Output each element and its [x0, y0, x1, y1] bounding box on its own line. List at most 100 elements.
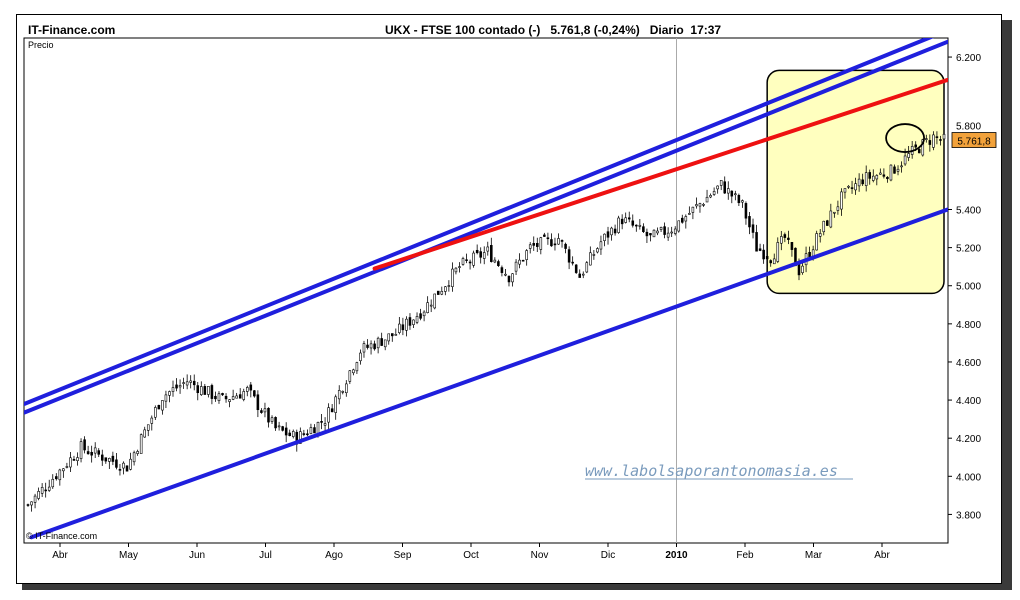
candle — [730, 190, 734, 204]
candle-body — [228, 399, 231, 402]
candle-body — [387, 333, 391, 342]
candle-body — [129, 458, 132, 470]
x-tick-label: Dic — [601, 550, 615, 561]
candle-body — [698, 203, 702, 207]
candle-body — [666, 232, 670, 238]
candle-body — [712, 191, 716, 195]
candle — [426, 296, 429, 314]
candle-body — [291, 431, 295, 437]
candle-body — [613, 228, 617, 234]
candle — [599, 235, 603, 255]
candle — [115, 452, 118, 470]
candle — [893, 164, 896, 174]
candle-body — [635, 224, 638, 227]
candle — [843, 188, 847, 199]
candle-body — [182, 382, 185, 384]
candle — [691, 206, 695, 220]
candle-body — [132, 452, 136, 463]
candle-body — [730, 190, 734, 197]
candle — [829, 203, 833, 229]
candle — [571, 256, 574, 266]
candle — [345, 380, 348, 397]
candle-body — [334, 396, 337, 413]
candle-body — [398, 323, 401, 333]
candle — [306, 429, 309, 437]
candle-body — [546, 237, 550, 240]
x-tick-label: Feb — [736, 550, 754, 561]
candle-body — [146, 424, 150, 431]
candle — [822, 220, 826, 236]
panel-label: Precio — [28, 40, 54, 50]
candle-body — [405, 318, 408, 331]
candle-body — [320, 421, 323, 423]
candle — [111, 451, 115, 466]
candle — [245, 385, 249, 397]
candle-body — [571, 261, 574, 264]
candle — [65, 462, 69, 469]
candle — [422, 310, 426, 322]
candle-body — [263, 408, 267, 413]
candle — [698, 202, 702, 213]
candle-body — [419, 313, 422, 319]
candle — [507, 275, 511, 287]
candle-body — [702, 204, 705, 206]
candle — [253, 389, 256, 398]
y-tick-label: 4.600 — [956, 358, 981, 369]
x-tick-label: Jun — [189, 550, 205, 561]
candle — [231, 389, 235, 401]
candle — [772, 253, 776, 265]
candle — [55, 473, 58, 481]
candle-body — [104, 457, 108, 462]
candle-body — [154, 407, 157, 418]
candle — [86, 445, 90, 455]
candle — [482, 246, 486, 265]
candle-body — [108, 458, 111, 462]
candle — [122, 461, 125, 475]
candle-body — [762, 249, 765, 260]
candle-body — [642, 226, 645, 232]
candle — [493, 257, 497, 264]
x-tick-label: 2010 — [665, 550, 688, 561]
candle-body — [97, 450, 101, 455]
candle — [125, 465, 129, 472]
candle-body — [829, 210, 833, 228]
candle-body — [677, 220, 681, 232]
blue-trendline — [24, 39, 948, 415]
candle-body — [461, 258, 465, 265]
candle — [917, 147, 921, 154]
candle-body — [178, 385, 182, 388]
candle — [284, 422, 288, 443]
candle — [235, 392, 238, 399]
candle — [606, 226, 610, 245]
candle — [355, 361, 359, 374]
x-tick-label: Oct — [463, 550, 479, 561]
candle — [631, 214, 635, 228]
candle-body — [433, 293, 436, 309]
x-tick-label: Nov — [531, 550, 549, 561]
plot-inner — [24, 38, 948, 540]
candle-body — [864, 172, 868, 186]
candle-body — [758, 248, 762, 251]
candle-body — [401, 324, 405, 331]
candle — [189, 375, 192, 389]
blue-trendline — [24, 38, 935, 406]
candle-body — [673, 228, 677, 234]
candle — [613, 224, 617, 236]
candle-body — [465, 259, 468, 261]
candle — [433, 293, 436, 310]
candle — [539, 236, 543, 255]
candle — [104, 457, 108, 464]
candle — [391, 333, 394, 342]
candle-body — [238, 394, 242, 399]
candle — [659, 226, 663, 232]
candle-body — [493, 259, 497, 263]
candle-body — [30, 501, 33, 506]
watermark-link[interactable]: www.labolsaporantonomasia.es — [585, 462, 838, 480]
candle — [787, 230, 790, 245]
candle-body — [737, 194, 741, 204]
candle-body — [497, 261, 500, 266]
candle — [769, 259, 772, 267]
y-tick-label: 5.200 — [956, 244, 981, 255]
candle-body — [362, 343, 366, 353]
